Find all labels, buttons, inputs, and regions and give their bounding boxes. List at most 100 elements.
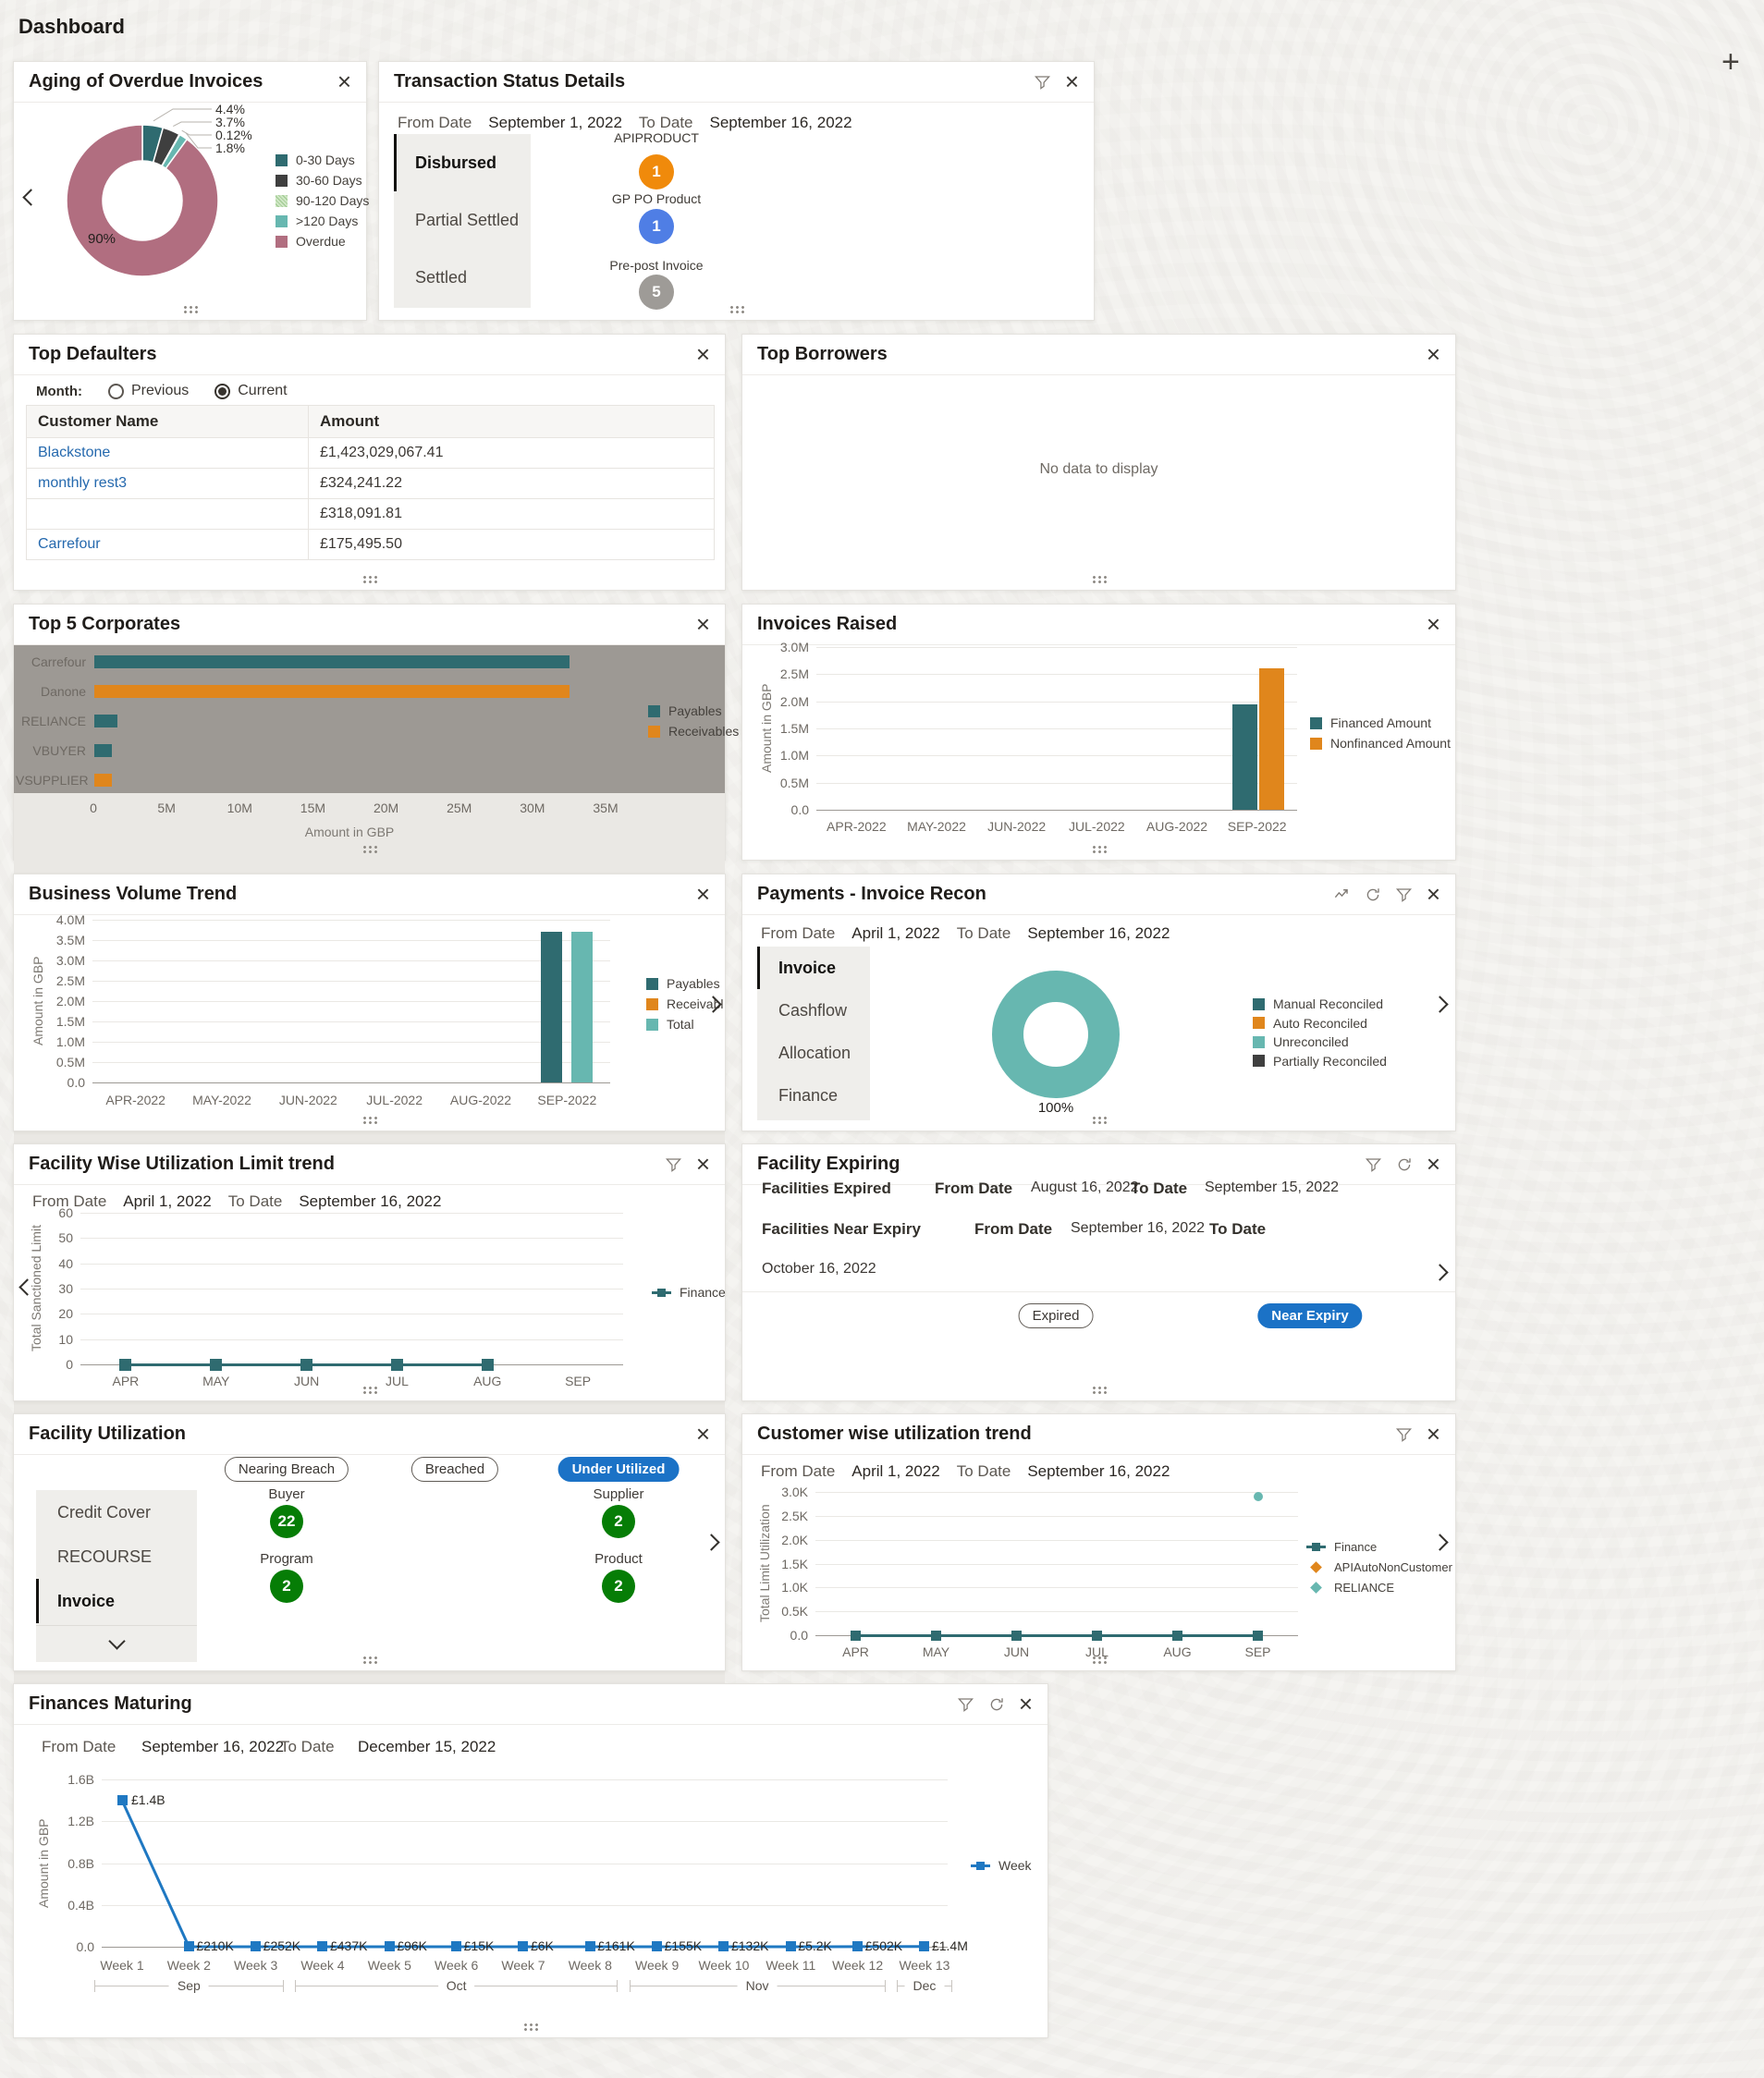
close-icon[interactable]: × [695,610,710,639]
radio-current[interactable]: Current [214,383,288,399]
refresh-icon[interactable] [1396,1156,1413,1173]
close-icon[interactable]: × [695,880,710,909]
status-pill-breached[interactable]: Breached [410,1457,499,1482]
drag-handle-icon[interactable] [361,575,377,583]
legend-item[interactable]: 30-60 Days [276,173,362,188]
expired-button[interactable]: Expired [1018,1303,1094,1328]
close-icon[interactable]: × [1018,1690,1033,1718]
status-pill-nearing-breach[interactable]: Nearing Breach [224,1457,349,1482]
legend-item[interactable]: Manual Reconciled [1253,996,1383,1011]
close-icon[interactable]: × [1426,1420,1440,1448]
count-badge[interactable]: 22 [270,1505,303,1538]
carousel-prev-icon[interactable] [22,189,40,206]
legend-item[interactable]: Receivables [648,724,739,739]
legend-item[interactable]: Payables [648,703,722,718]
tab-disbursed[interactable]: Disbursed [394,134,531,191]
drag-handle-icon[interactable] [1091,845,1107,853]
tab-credit-cover[interactable]: Credit Cover [57,1502,152,1522]
drag-handle-icon[interactable] [182,305,198,313]
legend-item[interactable]: Receivables [646,996,724,1011]
refresh-icon[interactable] [988,1696,1005,1713]
donut-callout-label: 0.12% [215,128,252,142]
product-count-badge[interactable]: 1 [639,209,674,244]
drag-handle-icon[interactable] [1091,1386,1107,1394]
drag-handle-icon[interactable] [1091,575,1107,583]
count-badge[interactable]: 2 [602,1570,635,1603]
legend-item[interactable]: 90-120 Days [276,193,369,208]
legend-item[interactable]: RELIANCE [1306,1581,1394,1595]
legend-item[interactable]: Nonfinanced Amount [1310,736,1451,751]
refresh-icon[interactable] [1365,886,1381,903]
bar [94,774,112,787]
filter-icon[interactable] [1395,886,1413,903]
radio-previous[interactable]: Previous [107,383,189,399]
trend-view-icon[interactable] [1333,886,1351,903]
drag-handle-icon[interactable] [1091,1116,1107,1124]
bar [94,685,570,698]
legend-item[interactable]: Financed Amount [1310,715,1431,730]
customer-link[interactable]: Carrefour [38,536,101,552]
filter-icon[interactable] [1395,1425,1413,1443]
status-pill-under-utilized[interactable]: Under Utilized [557,1457,680,1482]
customer-link[interactable]: monthly rest3 [38,475,128,491]
filter-icon[interactable] [957,1695,974,1713]
legend-swatch-icon [276,174,288,187]
close-icon[interactable]: × [695,1420,710,1448]
tab-partial-settled[interactable]: Partial Settled [415,210,520,229]
tab-recourse[interactable]: RECOURSE [57,1546,153,1566]
close-icon[interactable]: × [695,1150,710,1179]
legend-scroll-icon[interactable] [1431,996,1449,1013]
tab-finance[interactable]: Finance [778,1085,839,1105]
close-icon[interactable]: × [1426,880,1440,909]
filter-icon[interactable] [1034,73,1051,91]
expand-tab-list-button[interactable] [36,1626,197,1662]
drag-handle-icon[interactable] [361,845,377,853]
legend-item[interactable]: Payables [646,976,720,991]
tab-cashflow[interactable]: Cashflow [778,1000,848,1020]
drag-handle-icon[interactable] [522,2023,539,2031]
count-badge[interactable]: 2 [602,1505,635,1538]
drag-handle-icon[interactable] [729,305,744,313]
legend-item[interactable]: >120 Days [276,214,358,228]
carousel-next-icon[interactable] [703,1534,720,1551]
filter-icon[interactable] [1365,1155,1382,1173]
legend-swatch-icon [276,214,288,227]
drag-handle-icon[interactable] [361,1386,377,1394]
chevron-right-icon[interactable] [1431,1264,1449,1281]
legend-scroll-icon[interactable] [1431,1534,1449,1551]
legend-item[interactable]: Finance [652,1285,726,1300]
tab-settled[interactable]: Settled [415,267,468,287]
close-icon[interactable]: × [1426,340,1440,369]
tab-allocation[interactable]: Allocation [778,1043,851,1062]
gridline [92,1082,610,1083]
legend-item[interactable]: Unreconciled [1253,1034,1349,1049]
customer-link[interactable]: Blackstone [38,445,111,460]
product-count-badge[interactable]: 1 [639,154,674,189]
legend-item[interactable]: Finance [1306,1540,1377,1554]
legend-label: Nonfinanced Amount [1330,736,1451,751]
count-badge[interactable]: 2 [270,1570,303,1603]
legend-item[interactable]: Auto Reconciled [1253,1016,1367,1031]
drag-handle-icon[interactable] [361,1656,377,1664]
tab-invoice[interactable]: Invoice [36,1579,197,1623]
drag-handle-icon[interactable] [361,1116,377,1124]
close-icon[interactable]: × [1426,610,1440,639]
close-icon[interactable]: × [1064,67,1079,96]
drag-handle-icon[interactable] [1091,1656,1107,1664]
legend-item[interactable]: 0-30 Days [276,153,355,167]
product-count-badge[interactable]: 5 [639,275,674,310]
legend-item[interactable]: Partially Reconciled [1253,1054,1387,1069]
legend-item[interactable]: Overdue [276,234,346,249]
tab-invoice[interactable]: Invoice [757,947,870,989]
legend-item[interactable]: APIAutoNonCustomer [1306,1560,1452,1574]
to-date-label: To Date [956,1462,1011,1480]
close-icon[interactable]: × [695,340,710,369]
add-widget-button[interactable]: + [1721,44,1740,79]
close-icon[interactable]: × [337,67,351,96]
filter-icon[interactable] [665,1155,682,1173]
near-expiry-button[interactable]: Near Expiry [1257,1303,1363,1328]
legend-item[interactable]: Total [646,1017,694,1032]
x-axis-tick: AUG-2022 [1145,819,1208,834]
legend-item[interactable]: Week [971,1858,1032,1873]
close-icon[interactable]: × [1426,1150,1440,1179]
